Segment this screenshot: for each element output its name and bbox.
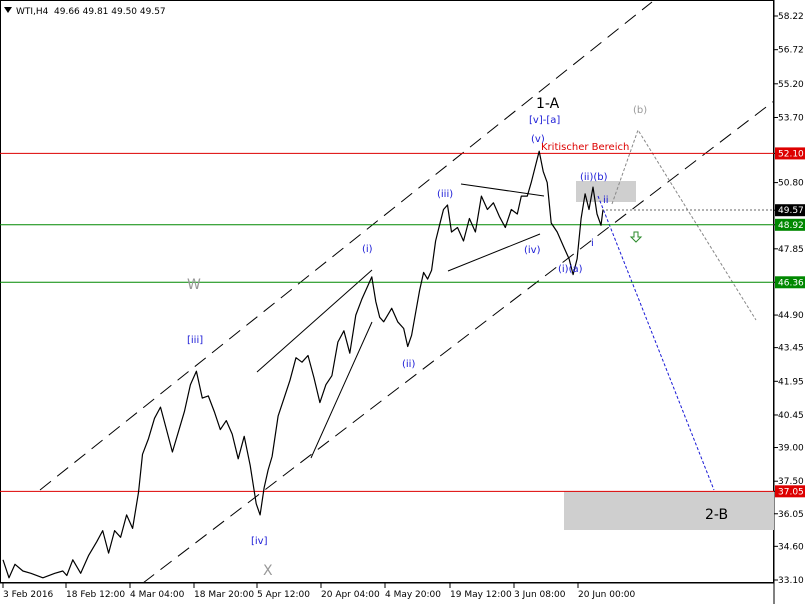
- x-axis: 3 Feb 2016 18 Feb 12:00 4 Mar 04:00 18 Mar …: [2, 583, 635, 600]
- wave-label-ii: (ii): [402, 359, 415, 370]
- down-arrow-icon: [629, 231, 643, 243]
- y-tick-label-18: 34.60: [778, 542, 804, 552]
- y-tick-label-5: 50.80: [778, 179, 804, 189]
- channel-upper-dash: [39, 1, 653, 491]
- trendline-iv-upper: [460, 183, 545, 197]
- y-current-price-tag: [775, 204, 805, 217]
- y-tick-label-16: 37.05: [778, 487, 804, 497]
- x-tick-label-9: 20 Jun 00:00: [578, 590, 635, 600]
- wave-label-i: (i): [362, 244, 373, 255]
- x-tick-label-1: 18 Feb 12:00: [66, 590, 125, 600]
- y-tick-label-19: 33.10: [778, 576, 804, 586]
- header-symbol: WTI,H4: [16, 7, 49, 17]
- wave-label-small-i: i: [591, 238, 594, 249]
- wave-label-iv-bracket: [iv]: [251, 536, 268, 547]
- x-tick-label-6: 4 May 20:00: [385, 590, 441, 600]
- x-tick-label-3: 18 Mar 20:00: [194, 590, 254, 600]
- y-tick-label-6: 49.57: [778, 206, 804, 216]
- header-ohlc: 49.66 49.81 49.50 49.57: [54, 7, 166, 17]
- wave-label-X: X: [263, 563, 273, 579]
- critical-zone-label: Kritischer Bereich: [541, 142, 629, 153]
- x-tick-label-7: 19 May 12:00: [450, 590, 512, 600]
- y-tick-label-0: 58.22: [778, 12, 804, 22]
- y-axis: 58.22 56.72 55.20 53.70 52.10 50.80 49.57 48.92…: [774, 12, 805, 586]
- y-tick-label-7: 48.92: [778, 221, 804, 231]
- wave-label-v-a-bracket: [v]-[a]: [529, 115, 560, 126]
- x-tick-label-0: 3 Feb 2016: [3, 590, 54, 600]
- y-tick-label-4: 52.10: [778, 149, 804, 159]
- horizontal-levels: [0, 152, 774, 492]
- y-tick-label-14: 39.00: [778, 444, 804, 454]
- y-price-tag-7: [775, 218, 805, 231]
- x-tick-label-4: 5 Apr 12:00: [257, 590, 310, 600]
- trendline-iv-lower: [447, 233, 541, 272]
- y-tick-label-10: 44.90: [778, 311, 804, 321]
- wave-label-ii-b: (ii)(b): [580, 172, 608, 183]
- wave-label-iii: (iii): [437, 189, 453, 200]
- trendline-iii-upper: [256, 269, 373, 373]
- y-price-tag-4: [775, 147, 805, 160]
- projection-grey-dotted: [611, 128, 757, 321]
- x-tick-label-2: 4 Mar 04:00: [130, 590, 185, 600]
- y-price-tag-9: [775, 276, 805, 289]
- y-price-tag-16: [775, 485, 805, 498]
- header-triangle-icon: [4, 7, 12, 13]
- y-tick-label-13: 40.45: [778, 411, 804, 421]
- zone-lower-grey: [564, 491, 774, 530]
- wave-label-2B: 2-B: [705, 507, 728, 523]
- wave-label-1A: 1-A: [536, 96, 560, 112]
- y-tick-label-15: 37.50: [778, 477, 804, 487]
- wave-label-b-grey: (b): [633, 105, 647, 116]
- y-tick-label-12: 41.95: [778, 377, 804, 387]
- channel-lower-dash: [142, 100, 775, 584]
- wave-label-v: (v): [531, 134, 545, 145]
- wave-label-small-ii: ii: [603, 195, 609, 206]
- projection-blue-dotted: [597, 195, 715, 491]
- wave-label-i-a: (i)(a): [558, 264, 583, 275]
- y-tick-label-2: 55.20: [778, 80, 804, 90]
- price-line: [2, 150, 604, 579]
- wave-label-iii-bracket: [iii]: [187, 335, 203, 346]
- y-tick-label-11: 43.45: [778, 344, 804, 354]
- x-tick-label-5: 20 Apr 04:00: [321, 590, 380, 600]
- y-tick-label-3: 53.70: [778, 113, 804, 123]
- y-tick-label-1: 56.72: [778, 46, 804, 56]
- chart-header: WTI,H4 49.66 49.81 49.50 49.57: [4, 7, 166, 17]
- wave-label-W: W: [187, 277, 201, 293]
- x-tick-label-8: 3 Jun 08:00: [514, 590, 566, 600]
- y-tick-label-8: 47.85: [778, 245, 804, 255]
- wave-label-iv: (iv): [524, 245, 541, 256]
- trendline-iii-lower: [310, 321, 373, 459]
- y-tick-label-9: 46.36: [778, 278, 804, 288]
- y-tick-label-17: 36.05: [778, 510, 804, 520]
